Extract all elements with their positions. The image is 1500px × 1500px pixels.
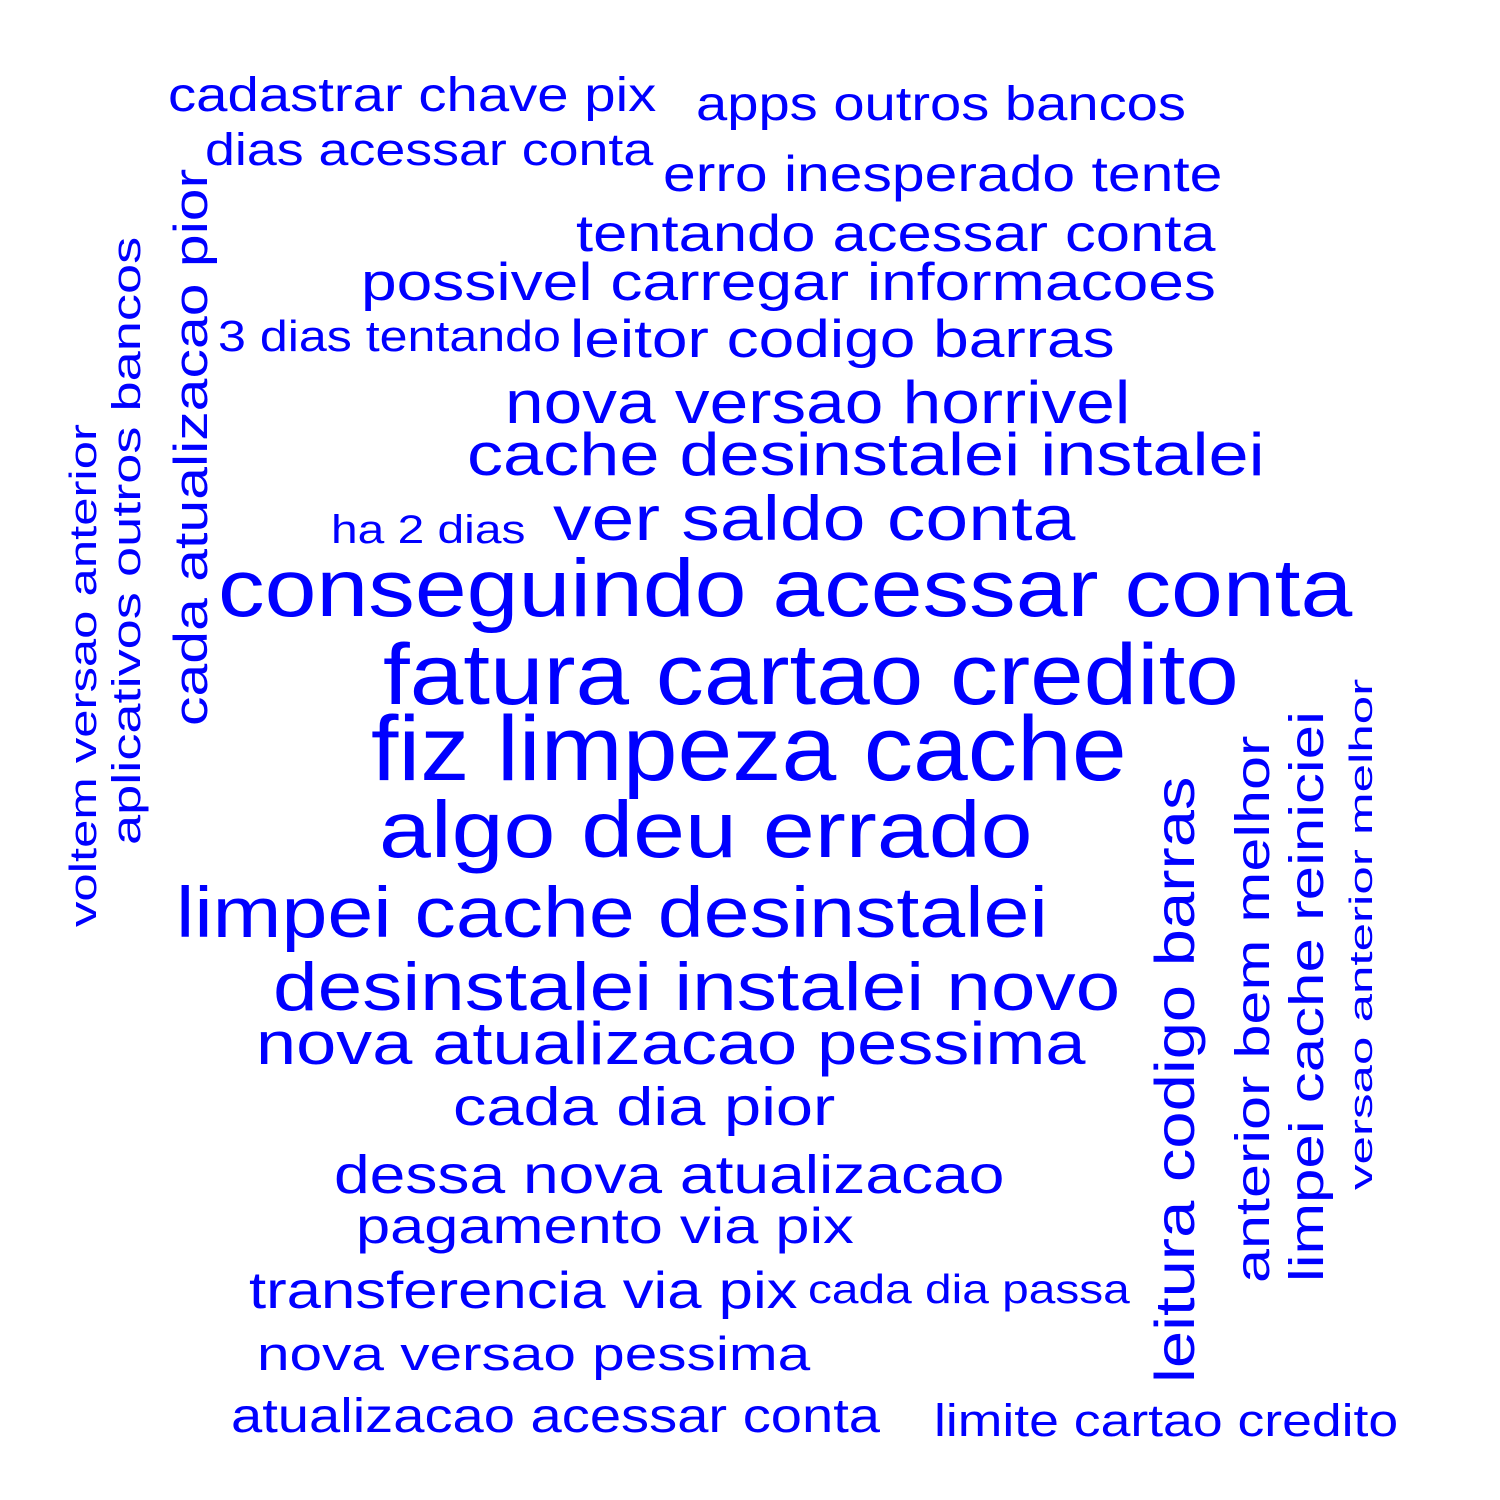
cloud-phrase: cada atualizacao pior — [164, 168, 217, 726]
cloud-phrase: limpei cache desinstalei — [176, 874, 1048, 953]
cloud-phrase: fatura cartao credito — [383, 627, 1239, 723]
cloud-phrase: desinstalei instalei novo — [273, 949, 1121, 1025]
cloud-phrase: cada dia passa — [808, 1266, 1130, 1312]
cloud-phrase: cada dia pior — [453, 1077, 836, 1137]
cloud-phrase: leitura codigo barras — [1143, 776, 1206, 1383]
cloud-phrase: cache desinstalei instalei — [467, 421, 1265, 488]
cloud-phrase: voltem versao anterior — [63, 424, 105, 927]
cloud-phrase: algo deu errado — [379, 785, 1033, 874]
cloud-phrase: nova versao pessima — [257, 1327, 811, 1380]
cloud-phrase: dias acessar conta — [205, 124, 654, 175]
cloud-phrase: ver saldo conta — [553, 484, 1076, 554]
cloud-phrase: erro inesperado tente — [663, 146, 1223, 202]
cloud-phrase: limite cartao credito — [934, 1395, 1399, 1446]
cloud-phrase: aplicativos outros bancos — [105, 236, 149, 846]
cloud-phrase: limpei cache reiniciei — [1281, 711, 1334, 1282]
cloud-phrase: possivel carregar informacoes — [361, 253, 1216, 312]
cloud-phrase: apps outros bancos — [696, 78, 1186, 131]
cloud-phrase: versao anterior melhor — [1343, 678, 1379, 1190]
cloud-phrase: tentando acessar conta — [576, 205, 1216, 263]
cloud-phrase: conseguindo acessar conta — [218, 543, 1353, 634]
cloud-phrase: atualizacao acessar conta — [231, 1390, 880, 1443]
cloud-phrase: pagamento via pix — [356, 1198, 854, 1254]
cloud-phrase: anterior bem melhor — [1227, 735, 1280, 1283]
cloud-phrase: cadastrar chave pix — [168, 69, 657, 122]
cloud-phrase: 3 dias tentando — [218, 312, 561, 361]
cloud-phrase: dessa nova atualizacao — [334, 1145, 1005, 1205]
cloud-phrase: nova atualizacao pessima — [256, 1010, 1086, 1077]
cloud-phrase: transferencia via pix — [249, 1262, 798, 1320]
cloud-phrase: nova versao horrivel — [505, 369, 1131, 436]
cloud-phrase: ha 2 dias — [331, 508, 526, 552]
cloud-phrase: leitor codigo barras — [570, 310, 1115, 369]
cloud-phrase: fiz limpeza cache — [371, 698, 1127, 800]
